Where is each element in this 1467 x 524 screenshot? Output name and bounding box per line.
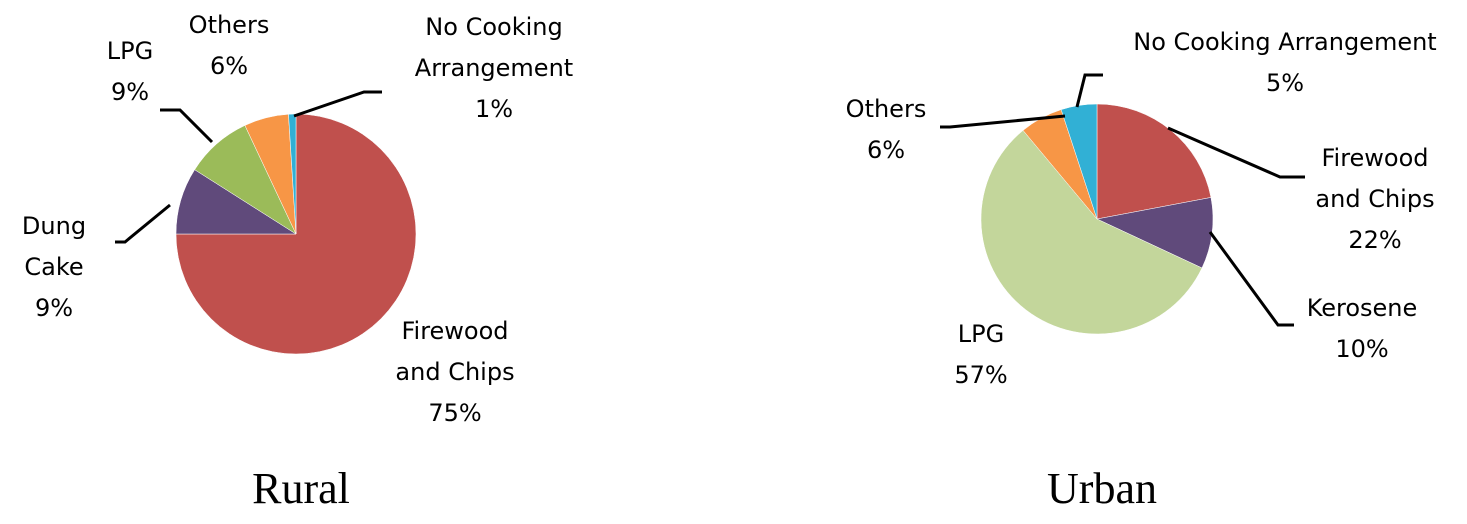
slice-label-line: Others [846,95,927,123]
chart-title: Urban [1047,464,1157,513]
slice-label-line: and Chips [1315,185,1434,213]
slice-label-line: and Chips [395,358,514,386]
slice-label-line: Arrangement [415,54,573,82]
slice-label-firewood-and-chips: Firewood and Chips 75% [395,317,514,427]
slice-label-line: No Cooking Arrangement [1133,28,1436,56]
slice-label-line: Kerosene [1307,294,1418,322]
leader-line-firewood-and-chips [1167,126,1305,179]
slice-percent: 5% [1266,69,1304,97]
rural-pie-chart: Firewood and Chips 75% Dung Cake 9% LPG 9% Other… [22,11,573,513]
slice-percent: 6% [867,136,905,164]
slice-label-dung-cake: Dung Cake 9% [22,212,86,322]
slice-label-line: Others [189,11,270,39]
leader-line-others [940,114,1066,129]
slice-label-no-cooking-arrangement: No Cooking Arrangement 5% [1133,28,1436,97]
slice-label-line: LPG [958,320,1004,348]
leader-line-dung-cake [115,203,171,244]
pie-slice-lpg [980,130,1203,335]
slice-label-others: Others 6% [846,95,927,164]
slice-label-no-cooking-arrangement: No Cooking Arrangement 1% [415,13,573,123]
urban-pie-chart: Firewood and Chips 22% Kerosene 10% LPG 57% Oth… [846,28,1437,513]
chart-title: Rural [252,464,350,513]
leader-line-no-cooking-arrangement [293,90,382,118]
leader-line-kerosene [1208,231,1294,327]
slice-label-line: Firewood [1321,144,1428,172]
slice-percent: 9% [111,78,149,106]
slice-label-line: No Cooking [425,13,562,41]
slice-percent: 9% [35,294,73,322]
slice-label-lpg: LPG 9% [107,37,153,106]
slice-percent: 22% [1348,226,1401,254]
slice-label-line: LPG [107,37,153,65]
slice-percent: 1% [475,95,513,123]
slice-percent: 10% [1335,335,1388,363]
slice-label-others: Others 6% [189,11,270,80]
slice-label-line: Dung [22,212,86,240]
slice-percent: 57% [954,361,1007,389]
slice-label-lpg: LPG 57% [954,320,1007,389]
slice-label-line: Cake [24,253,83,281]
slice-label-kerosene: Kerosene 10% [1307,294,1418,363]
slice-label-firewood-and-chips: Firewood and Chips 22% [1315,144,1434,254]
slice-label-line: Firewood [401,317,508,345]
leader-line-no-cooking-arrangement [1075,73,1103,108]
slice-percent: 75% [428,399,481,427]
slice-percent: 6% [210,52,248,80]
leader-line-lpg [160,108,214,144]
pie-slice-firewood-and-chips [175,113,417,355]
